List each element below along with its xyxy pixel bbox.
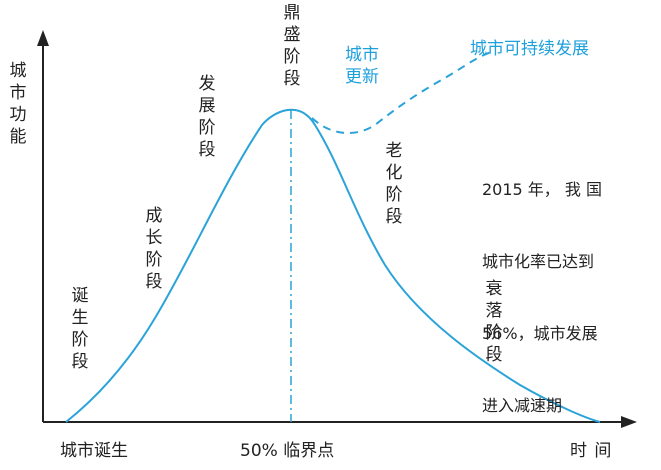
stage-development-label: 发展阶段 [198,74,216,160]
urbanization-note: 2015 年， 我 国 城市化率已达到 56%，城市发展 进入减速期 [482,130,602,442]
stage-decline-label: 衰落阶段 [485,279,503,365]
x-start-label: 城市诞生 [60,441,128,461]
y-axis-arrow [37,30,49,46]
stage-aging-label: 老化阶段 [385,141,403,227]
y-axis-label: 城市功能 [9,61,27,147]
x-axis-label: 时 间 [570,441,613,461]
note-line: 56%，城市发展 [482,324,598,343]
x-axis-arrow [621,416,637,428]
note-line: 城市化率已达到 [482,252,595,271]
lifecycle-curve [65,108,601,423]
renewal-dashed-curve [311,51,493,135]
x-mid-label: 50% 临界点 [240,441,335,461]
note-line: 2015 年， 我 国 [482,180,602,199]
stage-birth-label: 诞生阶段 [71,286,89,372]
renewal-label: 城市更新 [345,45,379,87]
stage-growth-label: 成长阶段 [145,206,163,292]
note-line: 进入减速期 [482,396,563,415]
stage-peak-label: 鼎盛阶段 [283,3,301,89]
sustainable-label: 城市可持续发展 [470,39,589,59]
